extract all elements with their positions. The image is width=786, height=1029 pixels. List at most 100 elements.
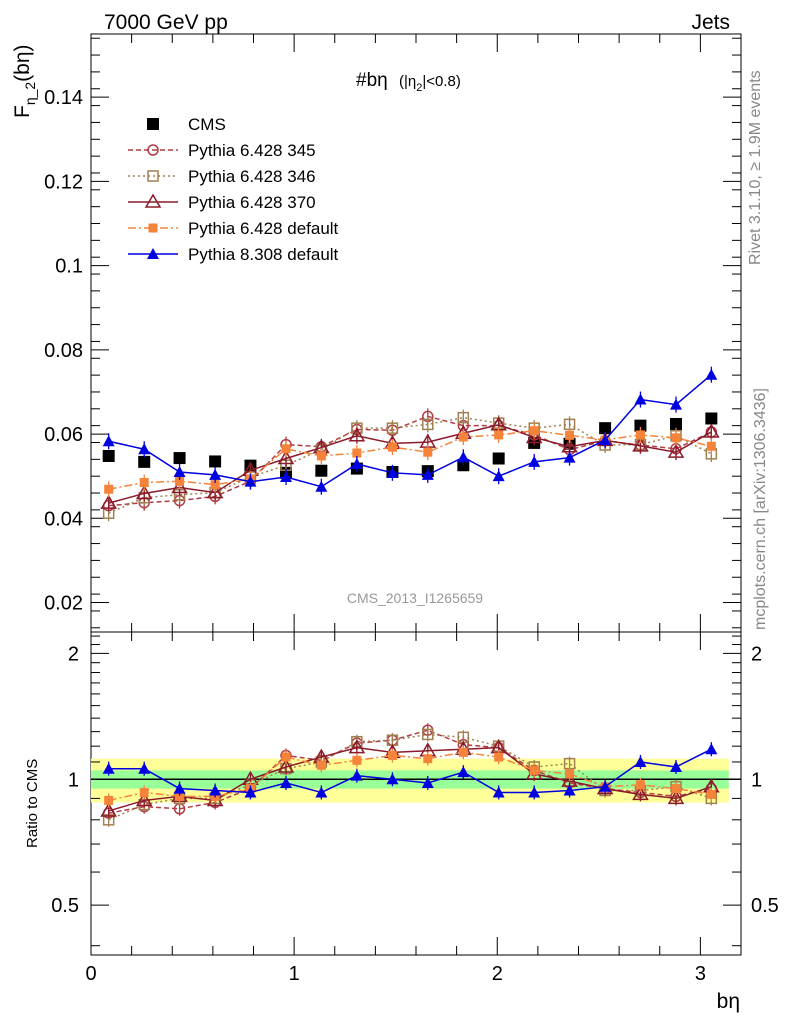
- main-data-point: [104, 484, 114, 494]
- main-y-tick-label: 0.04: [44, 508, 83, 530]
- main-data-point: [705, 368, 718, 380]
- ratio-data-point: [315, 786, 328, 798]
- main-data-point: [102, 435, 115, 447]
- x-tick-label: 2: [492, 963, 503, 985]
- main-data-point: [102, 449, 115, 462]
- main-series-pythia-8-308-default: [102, 366, 718, 495]
- main-data-point: [671, 433, 681, 443]
- main-data-point: [563, 451, 576, 463]
- ratio-data-point: [352, 755, 362, 765]
- ratio-data-point: [386, 773, 399, 785]
- main-data-point: [528, 455, 541, 467]
- main-series-line: [108, 424, 712, 504]
- ratio-data-point: [348, 739, 366, 754]
- main-y-tick-label: 0.02: [44, 593, 83, 615]
- ratio-data-point: [138, 762, 151, 774]
- main-data-point: [210, 480, 220, 490]
- main-series-pythia-6-428-default: [104, 422, 716, 498]
- main-data-point: [173, 452, 186, 465]
- legend-label: Pythia 6.428 default: [188, 219, 339, 238]
- main-data-point: [206, 484, 224, 499]
- ratio-data-point: [599, 780, 612, 792]
- svg-text:Fη_2(bη): Fη_2(bη): [11, 44, 38, 118]
- legend-entry-pythia-6-428-345: Pythia 6.428 345: [128, 141, 316, 160]
- ratio-y-tick-label: 1: [68, 769, 79, 791]
- ratio-data-point: [316, 760, 326, 770]
- ratio-data-point: [104, 795, 114, 805]
- ratio-data-point: [421, 776, 434, 788]
- ratio-data-point: [667, 789, 685, 805]
- legend-marker: [147, 144, 159, 156]
- main-data-point: [209, 455, 222, 468]
- legend-entry-pythia-6-428-370: Pythia 6.428 370: [128, 193, 316, 212]
- main-y-axis-label: Fη_2(bη): [11, 44, 38, 118]
- ratio-data-point: [244, 786, 257, 798]
- plot-title-cut-sub: 2: [416, 82, 422, 94]
- ratio-data-point: [100, 802, 117, 817]
- plot-title-main: #bη: [356, 70, 388, 91]
- ratio-data-point: [706, 789, 716, 799]
- ratio-data-point: [350, 769, 363, 781]
- main-data-point: [350, 457, 363, 469]
- legend-label: Pythia 8.308 default: [188, 245, 339, 264]
- main-data-point: [599, 422, 612, 435]
- ratio-data-point: [281, 752, 291, 762]
- main-data-point: [135, 484, 153, 500]
- main-data-point: [529, 426, 539, 436]
- plot-title-cut: (|η: [399, 73, 416, 90]
- ratio-y-tick-label: 0.5: [51, 895, 79, 917]
- legend-label: Pythia 6.428 345: [188, 141, 316, 160]
- energy-label: 7000 GeV pp: [104, 11, 228, 34]
- main-data-point: [280, 471, 292, 483]
- ratio-data-point: [422, 728, 434, 741]
- main-data-point: [100, 494, 117, 509]
- ratio-data-point: [671, 784, 681, 794]
- main-data-point: [457, 459, 470, 472]
- main-y-tick-label: 0.12: [44, 171, 83, 193]
- legend-entry-pythia-6-428-346: Pythia 6.428 346: [128, 167, 316, 186]
- legend-entry-pythia-6-428-default: Pythia 6.428 default: [128, 219, 339, 238]
- main-data-point: [209, 468, 222, 480]
- main-data-point: [703, 423, 720, 438]
- main-data-point: [386, 466, 399, 478]
- main-data-point: [670, 398, 682, 410]
- x-tick-label: 1: [289, 963, 300, 985]
- main-data-point: [348, 427, 366, 442]
- ratio-series-pythia-8-308-default: [102, 742, 718, 800]
- main-data-point: [457, 411, 470, 424]
- main-y-tick-label: 0.14: [44, 87, 83, 109]
- main-data-point: [670, 417, 682, 430]
- main-data-point: [171, 479, 188, 494]
- ratio-series-line: [108, 748, 712, 794]
- main-data-point: [632, 437, 649, 452]
- main-y-tick-label: 0.08: [44, 340, 83, 362]
- ratio-data-point: [135, 791, 153, 807]
- ratio-data-point: [494, 752, 504, 762]
- ratio-data-point: [102, 762, 115, 774]
- main-data-point: [139, 478, 149, 487]
- main-data-point: [667, 443, 685, 458]
- main-data-point: [387, 442, 397, 452]
- main-data-point: [173, 465, 186, 477]
- ratio-y-tick-label-right: 1: [751, 769, 762, 791]
- axes-layer: 0.02 0.04 0.06 0.08 0.1 0.12 0.14 0 1 2 3 0.5 0.5 1 1 2…: [44, 34, 779, 985]
- main-data-point: [706, 441, 716, 451]
- main-y-tick-label: 0.06: [44, 424, 83, 446]
- legend-label: Pythia 6.428 370: [188, 193, 316, 212]
- plot-title: #bη (|η2|<0.8): [356, 70, 461, 94]
- x-tick-label: 3: [695, 963, 706, 985]
- ratio-data-point: [635, 780, 645, 790]
- ratio-data-point: [457, 766, 470, 778]
- main-data-point: [281, 444, 291, 454]
- main-data-point: [525, 428, 543, 444]
- main-data-point: [244, 475, 257, 487]
- main-data-point: [316, 451, 326, 461]
- ratio-data-point: [565, 769, 575, 779]
- ratio-data-point: [458, 747, 468, 757]
- ratio-data-point: [175, 791, 185, 801]
- ratio-data-point: [387, 750, 397, 760]
- main-data-point: [634, 419, 647, 432]
- main-data-point: [421, 468, 434, 480]
- ratio-data-point: [705, 743, 718, 755]
